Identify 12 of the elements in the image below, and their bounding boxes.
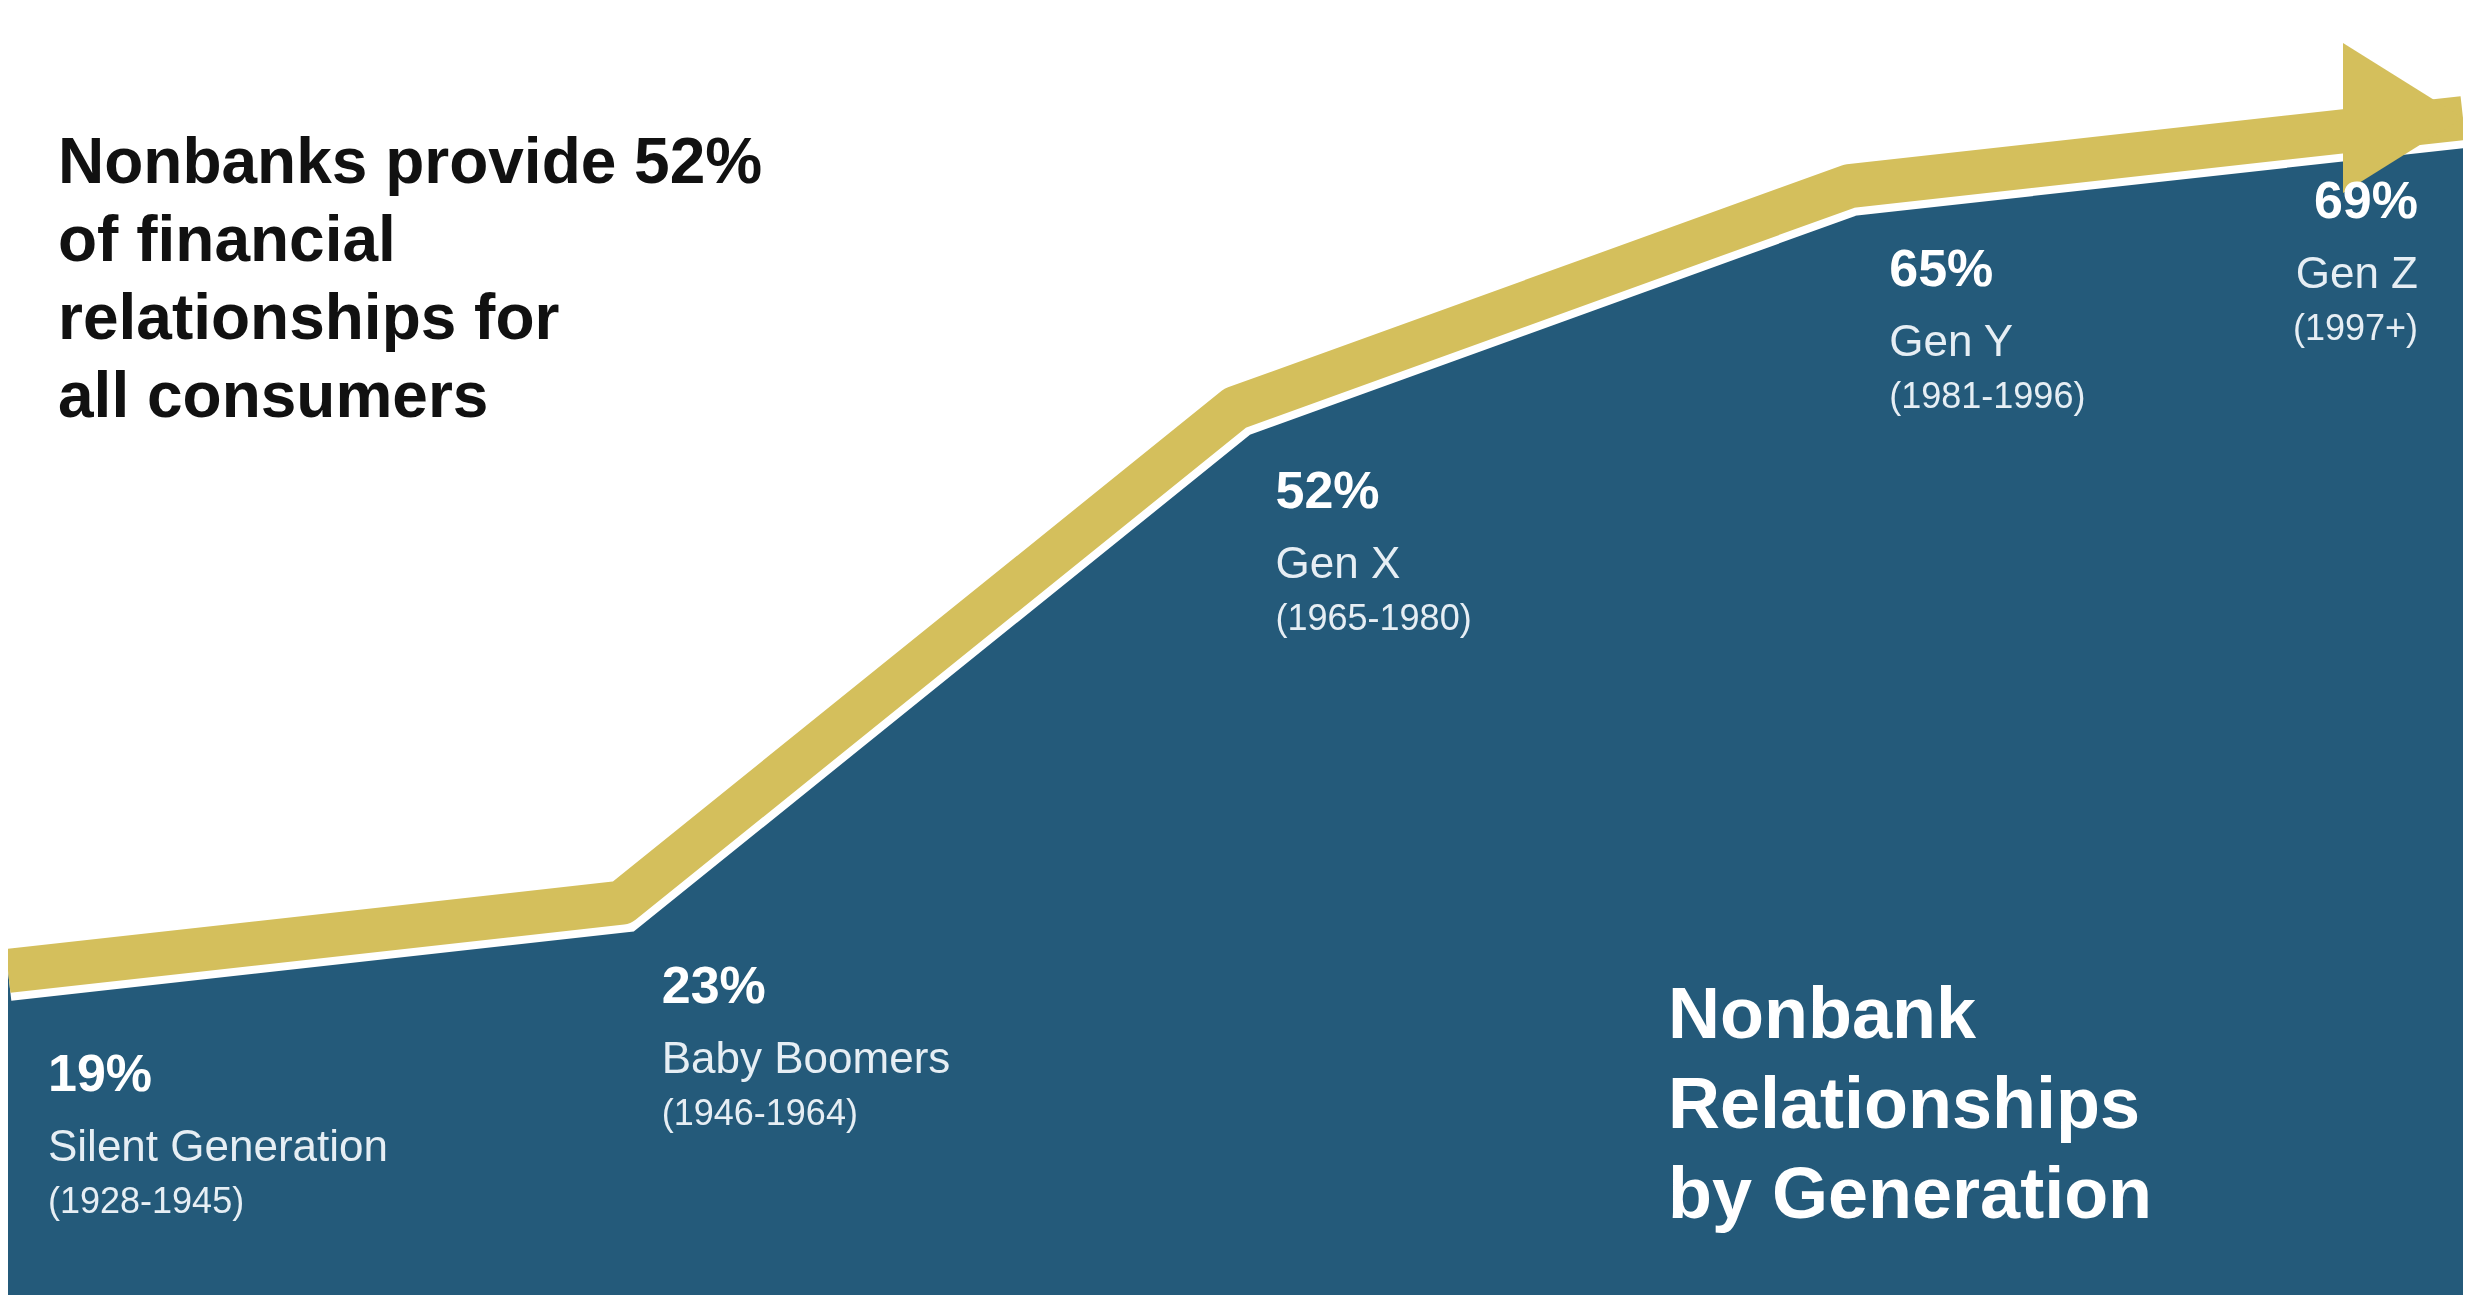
- x-tick-label: Gen Y (1981-1996): [1889, 316, 2086, 417]
- data-label: 19%: [48, 1043, 153, 1102]
- data-label: 69%: [2313, 171, 2418, 229]
- data-label: 65%: [1889, 239, 1994, 298]
- x-tick-label: Gen Z (1997+): [2292, 248, 2418, 348]
- x-tick-label: Gen X (1965-1980): [1275, 537, 1472, 638]
- text: Nonbanks provide 52% of financial relationships for all consumers: [58, 125, 763, 431]
- data-label: 52%: [1275, 460, 1380, 519]
- x-tick-label: Baby Boomers (1946-1964): [661, 1032, 951, 1133]
- x-tick-label: Silent Generation (1928-1945): [48, 1120, 388, 1221]
- text: Nonbank Relationships by Generation: [1668, 973, 2153, 1233]
- data-label: 23%: [661, 955, 766, 1014]
